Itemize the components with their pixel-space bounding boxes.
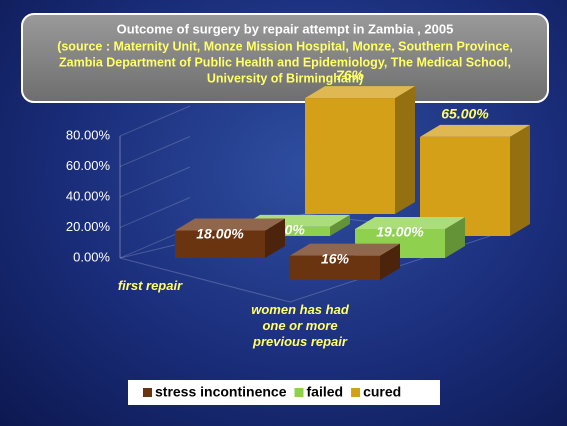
y-tick-label: 20.00% — [66, 219, 111, 234]
x-tick-label: women has had one or more previous repai… — [251, 302, 349, 349]
grid-line — [119, 166, 191, 198]
bar-face — [175, 230, 265, 258]
bar — [175, 218, 285, 258]
bar-face — [510, 124, 530, 236]
bar-face — [305, 86, 415, 99]
bar-face — [175, 218, 285, 231]
grid-line — [119, 197, 191, 228]
chart-title: Outcome of surgery by repair attempt in … — [117, 21, 454, 36]
y-tick-label: 0.00% — [73, 249, 110, 264]
bar-face — [355, 217, 465, 230]
subtitle: University of Birmingham) — [207, 71, 363, 85]
bar — [305, 86, 415, 214]
bar-face — [305, 98, 395, 214]
bar-face — [330, 214, 350, 236]
data-label: 65.00% — [441, 106, 489, 122]
bar-face — [420, 136, 510, 236]
legend-label: stress incontinence — [155, 384, 287, 400]
bar — [420, 124, 530, 236]
legend-swatch — [351, 388, 361, 397]
bar-face — [420, 124, 530, 137]
bar-face — [445, 217, 465, 258]
bar-face — [380, 243, 400, 280]
y-tick-label: 60.00% — [66, 158, 111, 173]
bar-face — [265, 218, 285, 258]
subtitle: Zambia Department of Public Health and E… — [59, 55, 511, 69]
data-label: 19.00% — [376, 224, 424, 240]
bar-face — [290, 255, 380, 280]
bar — [290, 243, 400, 280]
bar — [355, 217, 465, 258]
grid-line — [119, 105, 191, 137]
legend-box — [128, 380, 440, 405]
data-label: 16% — [321, 250, 350, 266]
data-label: 18.00% — [196, 225, 244, 241]
bar-face — [395, 86, 415, 214]
grid-line — [119, 136, 191, 167]
legend-swatch — [294, 388, 304, 397]
x-tick-label: first repair — [117, 278, 183, 293]
subtitle: (source : Maternity Unit, Monze Mission … — [57, 39, 513, 53]
data-label: 76% — [336, 67, 365, 83]
legend-label: cured — [363, 384, 401, 400]
bar-face — [290, 243, 400, 256]
y-tick-label: 40.00% — [66, 188, 111, 203]
legend-swatch — [143, 388, 152, 397]
y-tick-label: 80.00% — [66, 127, 111, 142]
legend-label: failed — [307, 384, 344, 400]
title-box — [21, 13, 549, 103]
